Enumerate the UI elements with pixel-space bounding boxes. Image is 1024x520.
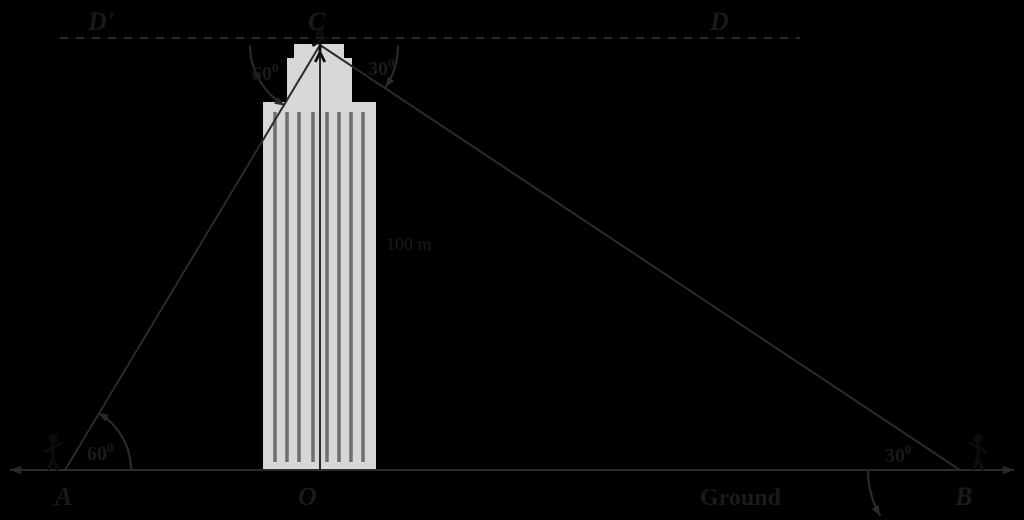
- svg-text:B: B: [954, 482, 972, 511]
- svg-text:O: O: [298, 482, 317, 511]
- svg-text:A: A: [53, 482, 72, 511]
- svg-text:Ground: Ground: [700, 485, 782, 511]
- svg-text:C: C: [308, 7, 326, 36]
- svg-text:D': D': [87, 7, 114, 36]
- svg-text:D: D: [709, 7, 729, 36]
- svg-text:100 m: 100 m: [386, 234, 432, 254]
